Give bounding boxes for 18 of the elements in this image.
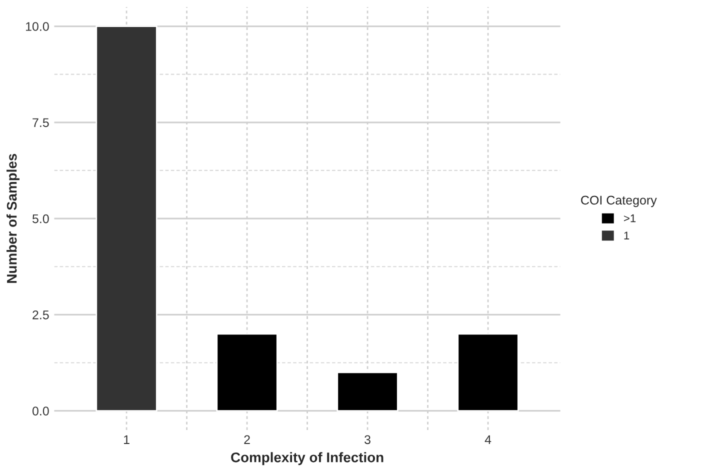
bar [216, 333, 278, 412]
x-axis-title: Complexity of Infection [231, 452, 384, 466]
x-tick-label: 4 [484, 435, 492, 444]
y-tick-label: 5.0 [32, 214, 49, 224]
legend-label: >1 [624, 214, 636, 222]
bar [336, 372, 398, 412]
y-tick-label: 10.0 [26, 22, 49, 31]
y-tick-label: 7.5 [32, 118, 49, 128]
legend-label: 1 [624, 232, 630, 240]
y-tick-label: 0.0 [32, 406, 49, 416]
y-axis-title: Number of Samples [6, 154, 20, 283]
x-tick-label: 2 [244, 435, 250, 444]
bar [457, 333, 519, 412]
bar [96, 26, 158, 412]
x-tick-label: 1 [124, 435, 130, 444]
y-tick-label: 2.5 [32, 310, 49, 320]
legend-title: COI Category [581, 196, 657, 208]
x-tick-label: 3 [364, 435, 370, 444]
